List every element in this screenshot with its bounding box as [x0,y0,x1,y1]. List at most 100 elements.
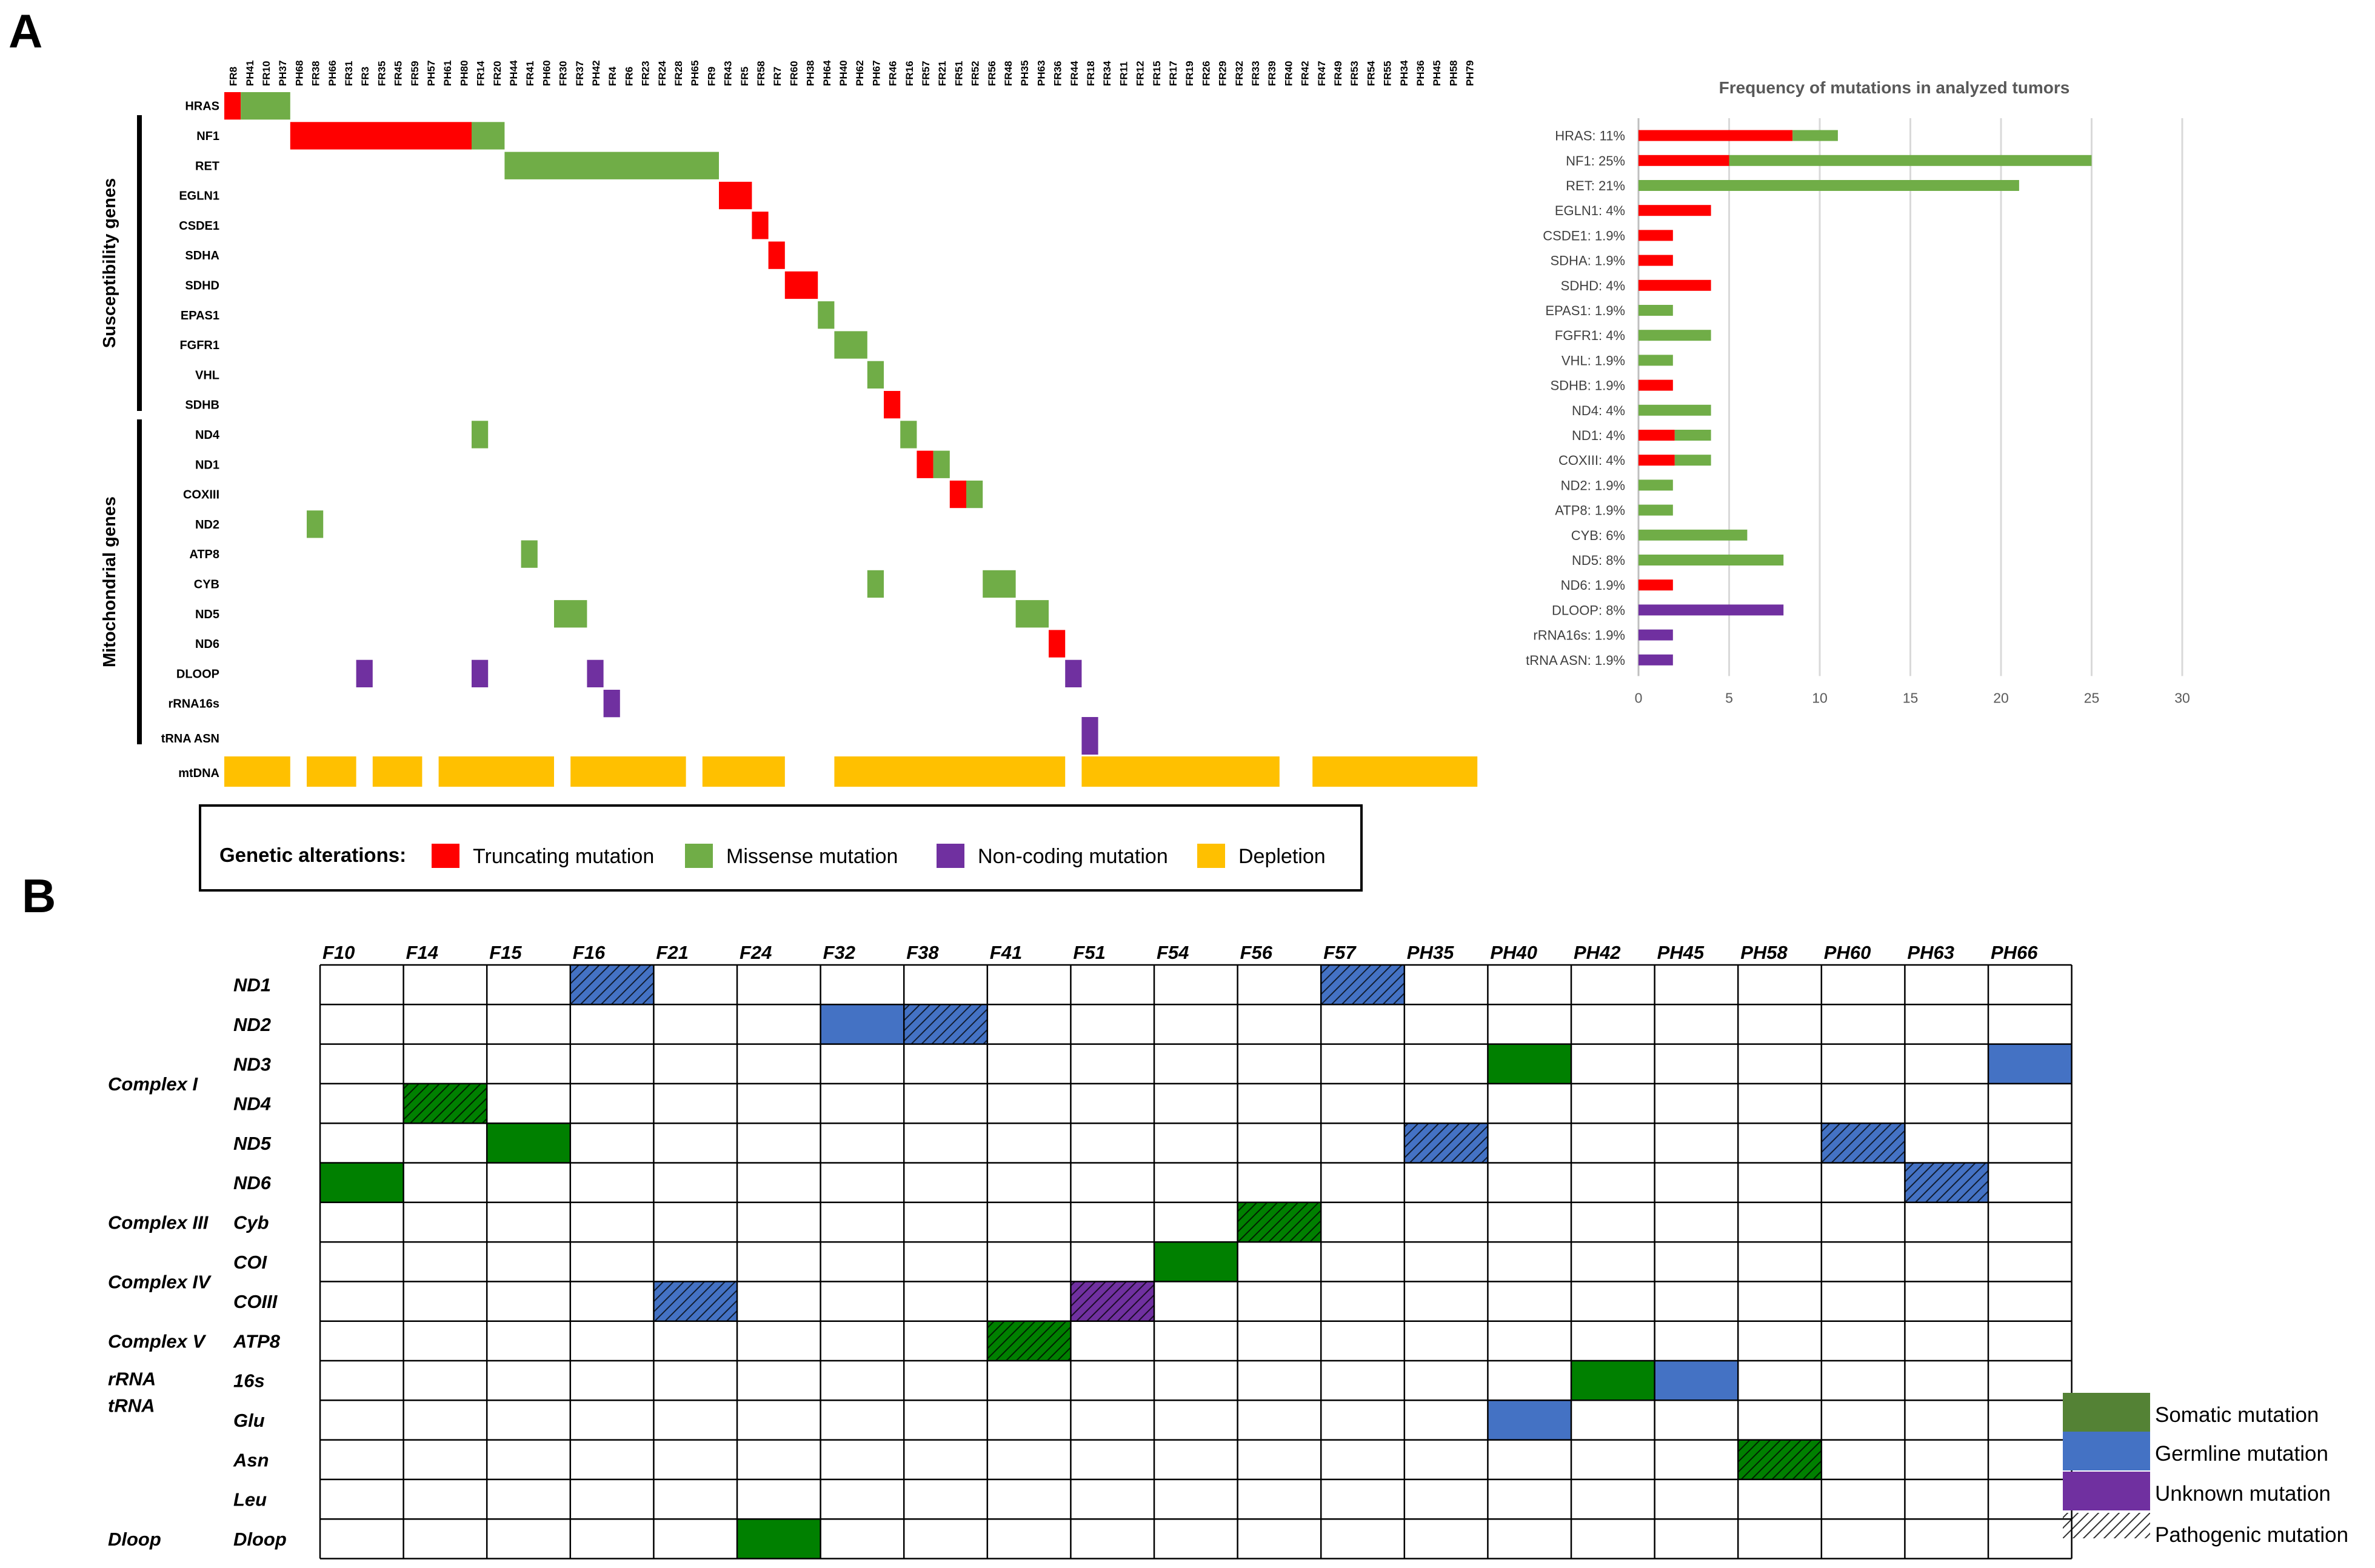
sample-label-fr20: FR20 [492,61,503,86]
sample-label-ph79: PH79 [1465,60,1476,86]
row-label-glu: Glu [233,1410,265,1431]
gene-label-ret: RET [195,159,219,173]
category-label-nf1-25: NF1: 25% [1566,153,1625,168]
bar-non-coding-dloop-8 [1638,604,1784,616]
row-label-nd1: ND1 [233,975,271,996]
gene-label-nd1: ND1 [195,458,219,472]
gene-label-sdha: SDHA [185,249,219,262]
sample-label-fr5: FR5 [739,67,750,86]
bar-missense-nd5-8 [1638,555,1784,565]
cell-cyb-f56-hatch [1237,1202,1321,1243]
cell-atp8-f41-hatch [987,1321,1071,1361]
group-label-trna: tRNA [108,1395,155,1416]
gene-label-sdhd: SDHD [185,279,219,292]
alteration-coxiii-fr51 [949,480,966,509]
cell-nd6-f10 [320,1163,404,1203]
sample-label-fr31: FR31 [343,61,355,86]
gene-label-hras: HRAS [185,100,219,113]
sample-label-ph58: PH58 [1448,60,1459,86]
alteration-fgfr1-ph40 [834,331,867,359]
alteration-rrna16s-fr4 [603,690,620,718]
row-label-nd2: ND2 [233,1014,271,1035]
sample-label-ph37: PH37 [277,60,289,86]
category-label-hras-11: HRAS: 11% [1555,128,1625,144]
sample-label-fr39: FR39 [1266,61,1278,86]
alteration-mtdna-fr9 [702,756,785,787]
sample-label-fr48: FR48 [1003,61,1014,86]
sample-label-fr3: FR3 [359,67,371,86]
sample-label-fr36: FR36 [1052,61,1064,86]
alteration-nd1-fr21 [933,450,950,478]
column-header-f51: F51 [1073,942,1105,963]
legend-swatch-missense [685,844,713,868]
alteration-nd4-fr14 [472,421,489,449]
row-label-asn: Asn [233,1449,269,1470]
column-header-f56: F56 [1240,942,1273,963]
alteration-vhl-ph67 [867,361,884,389]
gene-label-coxiii: COXIII [183,489,219,502]
bar-missense-atp8-1-9 [1638,504,1673,516]
cell-nd1-f16-hatch [570,965,654,1005]
column-header-f21: F21 [656,942,688,963]
bar-missense-nd2-1-9 [1638,479,1673,491]
column-header-ph60: PH60 [1824,942,1871,963]
cell-nd6-ph63-hatch [1905,1163,1988,1203]
alteration-mtdna-ph40 [834,756,1066,787]
category-label-nd6-1-9: ND6: 1.9% [1561,578,1625,593]
sample-label-fr49: FR49 [1332,61,1344,86]
sample-label-ph66: PH66 [327,60,338,86]
cell-nd1-f57-hatch [1321,965,1405,1005]
gene-label-nf1: NF1 [196,130,219,143]
alteration-cyb-fr56 [983,570,1016,598]
row-label-nd5: ND5 [233,1133,272,1154]
alteration-epas1-ph64 [818,301,835,329]
bar-truncating-nd6-1-9 [1638,579,1673,591]
group-label-complex-iv: Complex IV [108,1271,212,1292]
cell-nd5-ph60-hatch [1821,1123,1905,1163]
gene-label-nd5: ND5 [195,608,219,621]
sample-label-fr43: FR43 [723,61,734,86]
sample-label-ph42: PH42 [590,60,602,86]
category-label-sdha-1-9: SDHA: 1.9% [1551,253,1626,269]
row-label-dloop: Dloop [233,1529,287,1550]
x-tick-20: 20 [1993,690,2009,706]
alterations-legend-items: Truncating mutation Missense mutation Non-… [432,844,1326,868]
alteration-csde1-fr58 [752,212,769,239]
gene-label-cyb: CYB [194,578,219,591]
bar-non-coding-trna-asn-1-9 [1638,654,1673,666]
sample-label-ph67: PH67 [870,60,882,86]
row-label-coiii: COIII [233,1291,278,1312]
alteration-coxiii-fr52 [966,480,983,509]
gene-label-sdhb: SDHB [185,399,219,412]
alteration-dloop-fr14 [472,659,489,687]
bar-truncating-coxiii-4 [1638,455,1675,466]
sample-label-ph68: PH68 [293,60,305,86]
sample-label-fr42: FR42 [1300,61,1311,86]
mitochondrial-genes-label: Mitochondrial genes [100,496,119,667]
category-label-dloop-8: DLOOP: 8% [1552,602,1625,618]
gene-label-nd6: ND6 [195,638,219,651]
sample-label-fr38: FR38 [310,61,322,86]
gene-label-dloop: DLOOP [176,667,219,681]
sample-label-fr19: FR19 [1184,61,1195,86]
alteration-cyb-ph67 [867,570,884,598]
bar-missense-cyb-6 [1638,529,1748,541]
gene-label-egln1: EGLN1 [179,190,219,203]
cell-coiii-f21-hatch [653,1281,737,1321]
alteration-sdhd-fr60 [784,271,818,299]
column-header-ph63: PH63 [1907,942,1954,963]
alteration-hras-ph41 [241,92,290,120]
sample-label-ph45: PH45 [1431,60,1443,86]
group-label-rrna: rRNA [108,1369,156,1390]
bar-non-coding-rrna16s-1-9 [1638,629,1673,641]
cell-nd4-f14-hatch [403,1083,487,1124]
bar-truncating-nf1-25 [1638,155,1729,166]
susceptibility-genes-label: Susceptibility genes [100,178,119,348]
legend-label-depletion: Depletion [1238,845,1326,868]
alteration-mtdna-fr35 [372,756,423,787]
legend-label-germline: Germline mutation [2155,1442,2328,1466]
legend-label-truncating: Truncating mutation [473,845,654,868]
sample-label-fr30: FR30 [558,61,569,86]
sample-label-fr57: FR57 [920,61,932,86]
sample-label-fr51: FR51 [953,61,964,86]
